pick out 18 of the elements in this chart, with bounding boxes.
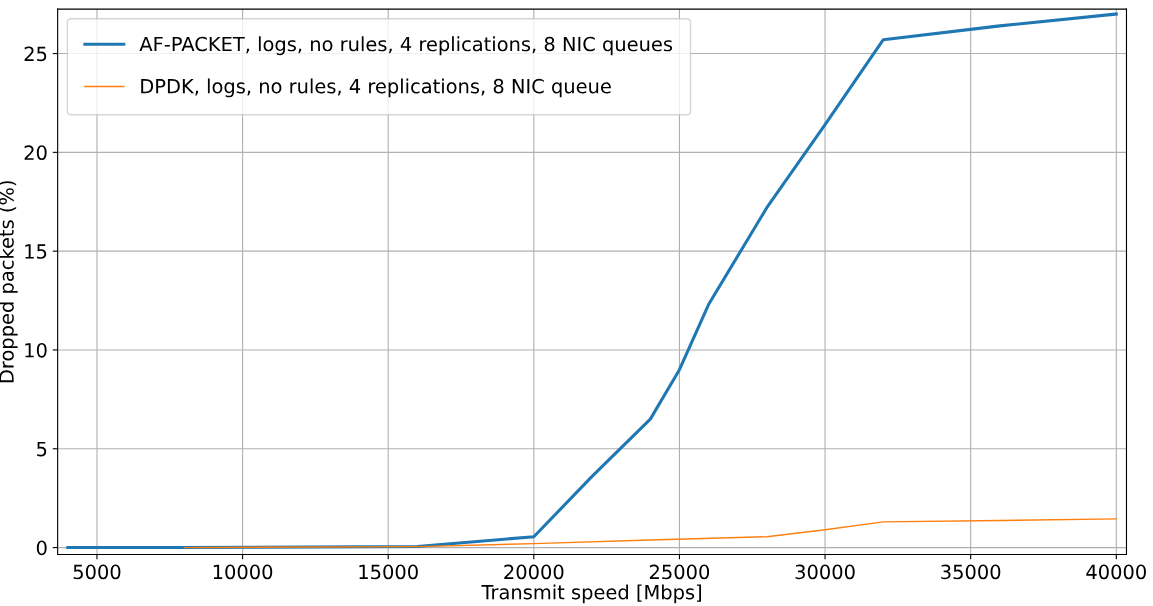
x-tick-label: 25000 xyxy=(649,564,710,580)
x-tick-label: 20000 xyxy=(504,564,564,580)
y-tick-label: 0 xyxy=(36,540,47,556)
y-tick-label: 25 xyxy=(24,46,47,62)
x-axis-title: Transmit speed [Mbps] xyxy=(481,584,701,604)
legend-label: DPDK, logs, no rules, 4 replications, 8 NIC queue xyxy=(141,78,611,98)
y-tick-label: 20 xyxy=(24,145,47,161)
x-tick-label: 35000 xyxy=(941,564,1001,580)
x-tick-label: 15000 xyxy=(359,564,418,580)
x-tick-label: 40000 xyxy=(1086,564,1146,580)
y-tick-label: 15 xyxy=(25,244,47,259)
y-tick-label: 10 xyxy=(25,342,47,358)
legend-label: AF-PACKET, logs, no rules, 4 replications, 8 NIC queues xyxy=(139,36,673,56)
x-tick-label: 30000 xyxy=(795,564,855,580)
y-tick-label: 5 xyxy=(37,441,47,457)
line-series xyxy=(183,518,1117,549)
x-tick-label: 10000 xyxy=(213,564,273,580)
x-tick-label: 5000 xyxy=(73,564,121,580)
